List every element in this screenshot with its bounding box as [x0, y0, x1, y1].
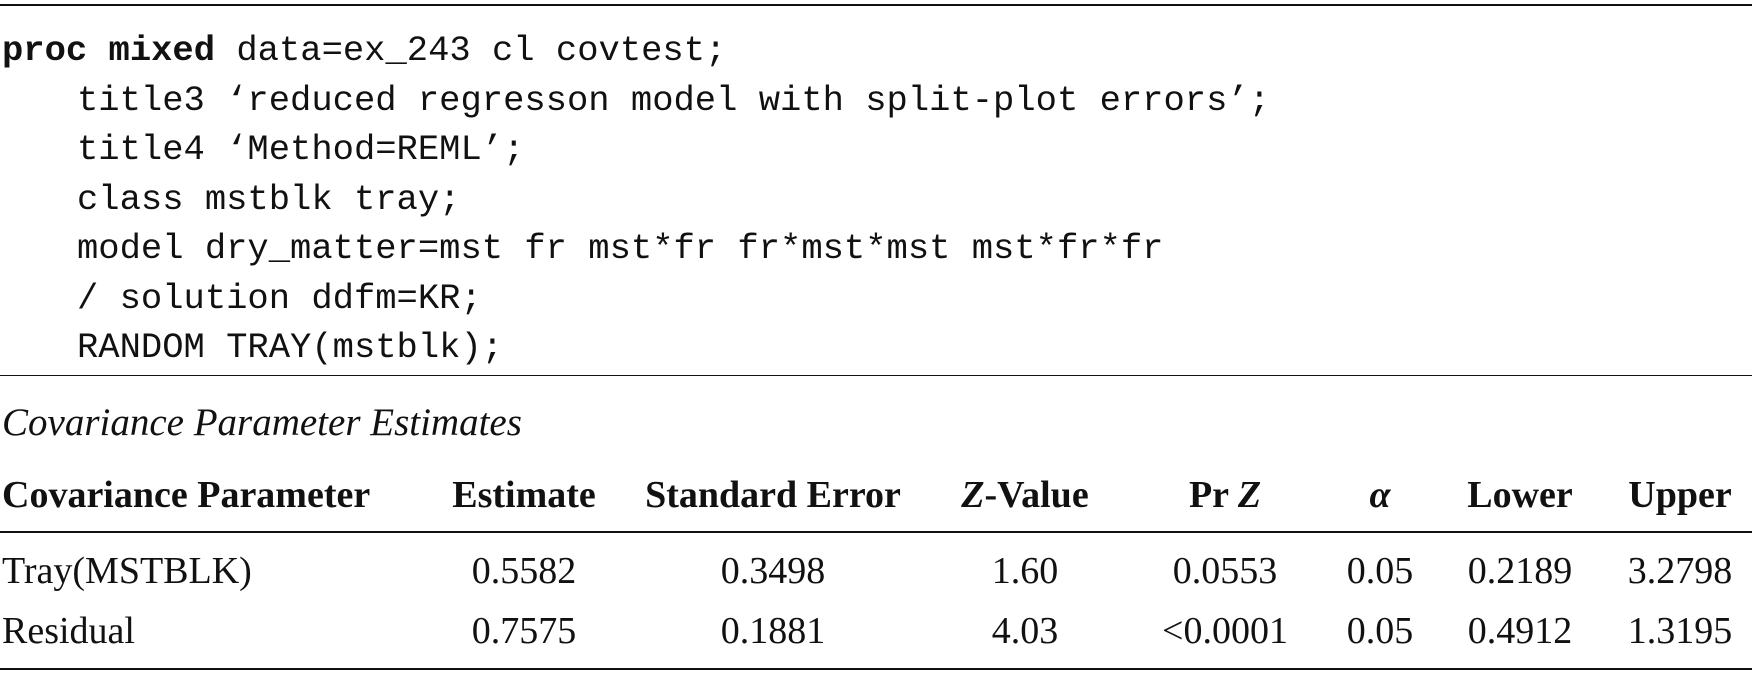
- bottom-rule: [0, 668, 1752, 670]
- code-line-5: model dry_matter=mst fr mst*fr fr*mst*ms…: [77, 228, 1164, 269]
- header-alpha: α: [1369, 474, 1391, 516]
- header-pr-z-pr: Pr: [1188, 474, 1238, 516]
- code-line-3: title4 ‘Method=REML’;: [77, 129, 525, 170]
- header-pr-z: Pr Z: [1140, 471, 1310, 519]
- row-1-z-value: 1.60: [991, 550, 1059, 592]
- header-rule: [0, 531, 1752, 533]
- code-line-4: class mstblk tray;: [77, 178, 461, 220]
- row-1-pr-z: 0.0553: [1172, 550, 1278, 592]
- row-2-standard-error: 0.1881: [720, 610, 826, 652]
- header-upper: Upper: [1628, 474, 1732, 516]
- header-z-value-rest: -Value: [984, 474, 1089, 516]
- header-z-value-z: Z: [961, 474, 985, 516]
- code-line-7: RANDOM TRAY(mstblk);: [77, 327, 504, 368]
- row-2-upper: 1.3195: [1627, 610, 1733, 652]
- code-line-1: proc mixed data=ex_243 cl covtest;: [2, 26, 1270, 76]
- row-1-estimate: 0.5582: [471, 550, 577, 592]
- table-title: Covariance Parameter Estimates: [2, 401, 522, 444]
- row-1-lower: 0.2189: [1467, 550, 1573, 592]
- row-2-pr-z: <0.0001: [1162, 610, 1288, 652]
- sas-code-block: proc mixed data=ex_243 cl covtest; title3…: [2, 26, 1270, 373]
- section-rule: [0, 375, 1752, 376]
- header-lower: Lower: [1467, 474, 1573, 516]
- row-2-z-value: 4.03: [991, 610, 1059, 652]
- header-covariance-parameter: Covariance Parameter: [2, 474, 371, 516]
- header-z-value: Z-Value: [945, 471, 1105, 519]
- code-keyword: proc mixed: [2, 30, 216, 71]
- row-2-alpha: 0.05: [1346, 610, 1414, 652]
- row-2-covariance-parameter: Residual: [2, 610, 135, 652]
- header-pr-z-z: Z: [1237, 474, 1262, 516]
- code-line-1-rest: data=ex_243 cl covtest;: [215, 30, 727, 71]
- row-2-lower: 0.4912: [1467, 610, 1573, 652]
- row-1-alpha: 0.05: [1346, 550, 1414, 592]
- row-1-upper: 3.2798: [1627, 550, 1733, 592]
- row-2-estimate: 0.7575: [471, 610, 577, 652]
- top-rule: [0, 4, 1752, 6]
- code-line-2: title3 ‘reduced regresson model with spl…: [77, 79, 1270, 121]
- row-1-covariance-parameter: Tray(MSTBLK): [2, 550, 252, 592]
- row-1-standard-error: 0.3498: [720, 550, 826, 592]
- code-line-6: / solution ddfm=KR;: [77, 277, 482, 319]
- header-standard-error: Standard Error: [645, 474, 901, 516]
- header-estimate: Estimate: [452, 474, 596, 516]
